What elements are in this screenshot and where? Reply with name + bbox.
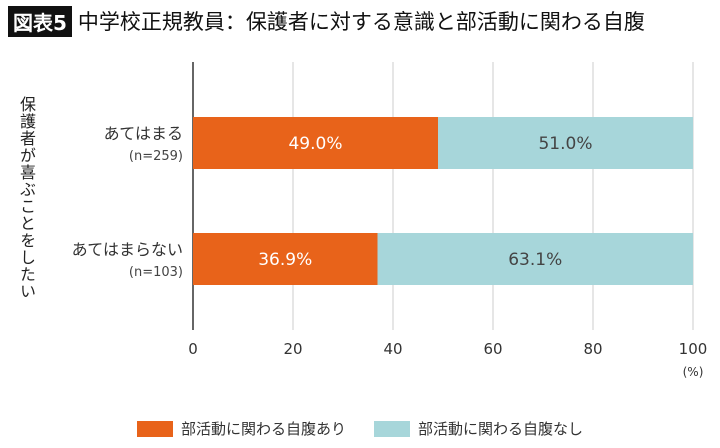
bar-segment xyxy=(438,117,693,169)
x-tick-label: 60 xyxy=(483,340,502,358)
legend-swatch xyxy=(136,420,173,437)
category-label: あてはまる xyxy=(104,124,183,143)
x-tick-label: 40 xyxy=(383,340,402,358)
legend-item: 部活動に関わる自腹なし xyxy=(374,418,583,439)
category-label: あてはまらない xyxy=(72,240,183,259)
legend-swatch xyxy=(374,420,410,437)
figure-badge: 図表5 xyxy=(8,5,72,37)
chart-title: 図表5 中学校正規教員：保護者に対する意識と部活動に関わる自腹 xyxy=(8,5,645,37)
data-label: 51.0% xyxy=(538,134,592,154)
legend: 部活動に関わる自腹あり 部活動に関わる自腹なし xyxy=(0,418,720,439)
bar-segment xyxy=(377,233,693,285)
x-unit-label: (%) xyxy=(683,365,704,379)
bar-segment xyxy=(193,117,438,169)
data-label: 63.1% xyxy=(508,250,562,270)
y-axis-label: 保護者が喜ぶことをしたい xyxy=(17,96,36,300)
bar-segment xyxy=(193,233,378,285)
data-label: 49.0% xyxy=(288,134,342,154)
x-tick-label: 20 xyxy=(283,340,302,358)
category-n-label: (n=103) xyxy=(129,265,183,280)
category-n-label: (n=259) xyxy=(129,149,183,164)
title-text: 中学校正規教員：保護者に対する意識と部活動に関わる自腹 xyxy=(77,10,645,34)
legend-label: 部活動に関わる自腹あり xyxy=(180,420,346,438)
x-tick-label: 100 xyxy=(679,340,708,358)
data-label: 36.9% xyxy=(258,250,312,270)
x-tick-label: 80 xyxy=(583,340,602,358)
x-tick-label: 0 xyxy=(188,340,198,358)
legend-item: 部活動に関わる自腹あり xyxy=(136,418,346,439)
legend-label: 部活動に関わる自腹なし xyxy=(418,420,584,438)
